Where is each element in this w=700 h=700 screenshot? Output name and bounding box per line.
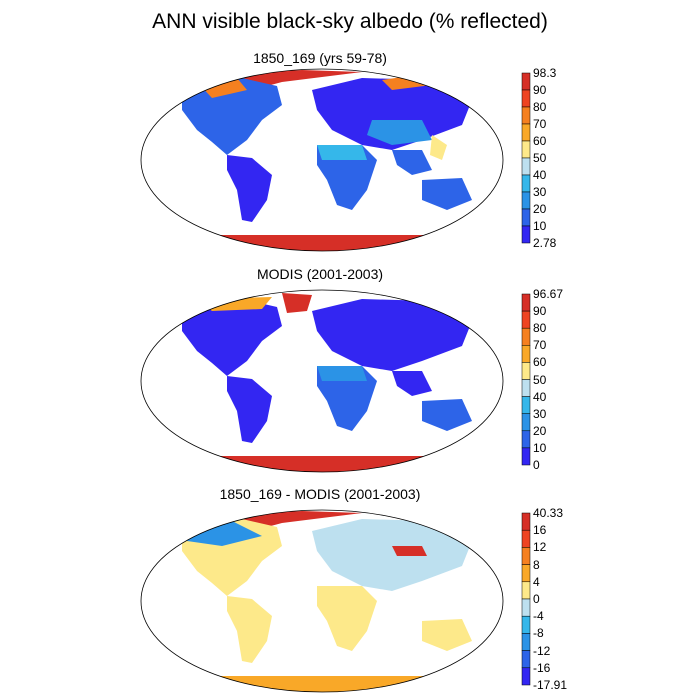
colorbar-tick-label: 60	[533, 134, 547, 148]
colorbar-swatch	[521, 667, 531, 686]
colorbar-swatch	[521, 615, 531, 634]
panel-3-title: 1850_169 - MODIS (2001-2003)	[219, 486, 421, 502]
colorbar-swatch	[521, 598, 531, 617]
colorbar-swatch	[521, 157, 531, 176]
colorbar-tick-label: 60	[533, 355, 547, 370]
colorbar-swatch	[521, 529, 531, 548]
colorbar-tick-label: 12	[533, 540, 547, 555]
colorbar-swatch	[521, 140, 531, 159]
colorbar-swatch	[521, 345, 531, 363]
colorbar-tick-label: 80	[533, 321, 547, 336]
colorbar-tick-label: 30	[533, 185, 547, 199]
antarctica-region	[141, 235, 503, 251]
colorbar-swatch	[521, 564, 531, 583]
colorbar-swatch	[521, 430, 531, 449]
colorbar-swatch	[521, 293, 531, 312]
colorbar-swatch	[521, 123, 531, 142]
colorbar-tick-label: 50	[533, 372, 547, 387]
colorbar-swatch	[521, 581, 531, 600]
australia-region	[422, 178, 472, 210]
colorbar-tick-label: 0	[533, 592, 540, 606]
colorbar-tick-label: 40	[533, 168, 547, 182]
panel-3-map-border	[140, 509, 504, 693]
colorbar-tick-label: 96.67	[533, 287, 564, 301]
panel-2-colorbar	[521, 293, 531, 466]
panel-1-map-border	[140, 68, 504, 252]
colorbar-tick-label: 98.3	[533, 66, 557, 80]
colorbar-swatch	[521, 512, 531, 531]
north-america-region	[182, 78, 282, 155]
colorbar-swatch	[521, 225, 531, 244]
colorbar-swatch	[521, 89, 531, 108]
colorbar-swatch	[521, 396, 531, 414]
colorbar-tick-label: -12	[533, 643, 551, 658]
colorbar-tick-label: 10	[533, 219, 547, 233]
colorbar-tick-label: 50	[533, 151, 547, 165]
colorbar-tick-label: -17.91	[533, 678, 568, 692]
colorbar-tick-label: 30	[533, 406, 547, 421]
colorbar-tick-label: 70	[533, 117, 547, 131]
colorbar-swatch	[521, 106, 531, 125]
colorbar-swatch	[521, 174, 531, 193]
colorbar-tick-label: 20	[533, 423, 547, 438]
south-america-region	[227, 155, 272, 222]
colorbar-swatch	[521, 72, 531, 91]
colorbar-tick-label: 20	[533, 202, 547, 216]
colorbar-tick-label: 2.78	[533, 236, 557, 250]
panel-2-title: MODIS (2001-2003)	[256, 266, 384, 282]
colorbar-tick-label: 90	[533, 83, 547, 97]
colorbar-tick-label: 40	[533, 389, 547, 404]
colorbar-tick-label: 8	[533, 557, 540, 572]
panel-1-colorbar	[521, 72, 531, 244]
figure-title: ANN visible black-sky albedo (% reflecte…	[152, 10, 548, 33]
colorbars	[521, 72, 531, 686]
colorbar-swatch	[521, 208, 531, 227]
colorbar-swatch	[521, 379, 531, 397]
panel-2-map	[141, 293, 503, 472]
colorbar-tick-label: 0	[533, 458, 540, 472]
colorbar-swatch	[521, 547, 531, 565]
colorbar-tick-label: -4	[533, 609, 544, 624]
colorbar-swatch	[521, 633, 531, 651]
colorbar-swatch	[521, 362, 531, 380]
colorbar-swatch	[521, 447, 531, 466]
colorbar-tick-label: 10	[533, 440, 547, 455]
colorbar-tick-label: 80	[533, 100, 547, 114]
colorbar-tick-label: 70	[533, 338, 547, 353]
africa-region	[317, 145, 377, 210]
panel-3-map	[141, 511, 503, 692]
colorbar-tick-label: -16	[533, 660, 551, 675]
eurasia-region	[312, 78, 472, 150]
panel-2-map-border	[140, 289, 504, 473]
colorbar-swatch	[521, 650, 531, 669]
panel-1-title: 1850_169 (yrs 59-78)	[253, 50, 387, 66]
colorbar-tick-label: 40.33	[533, 506, 564, 520]
panel-1-map	[141, 70, 503, 251]
colorbar-tick-label: 16	[533, 523, 547, 538]
colorbar-swatch	[521, 191, 531, 210]
colorbar-swatch	[521, 327, 531, 346]
colorbar-tick-label: -8	[533, 626, 544, 641]
panel-3-colorbar	[521, 512, 531, 686]
colorbar-swatch	[521, 413, 531, 432]
colorbar-tick-label: 4	[533, 574, 540, 589]
colorbar-tick-label: 90	[533, 304, 547, 319]
colorbar-swatch	[521, 310, 531, 329]
